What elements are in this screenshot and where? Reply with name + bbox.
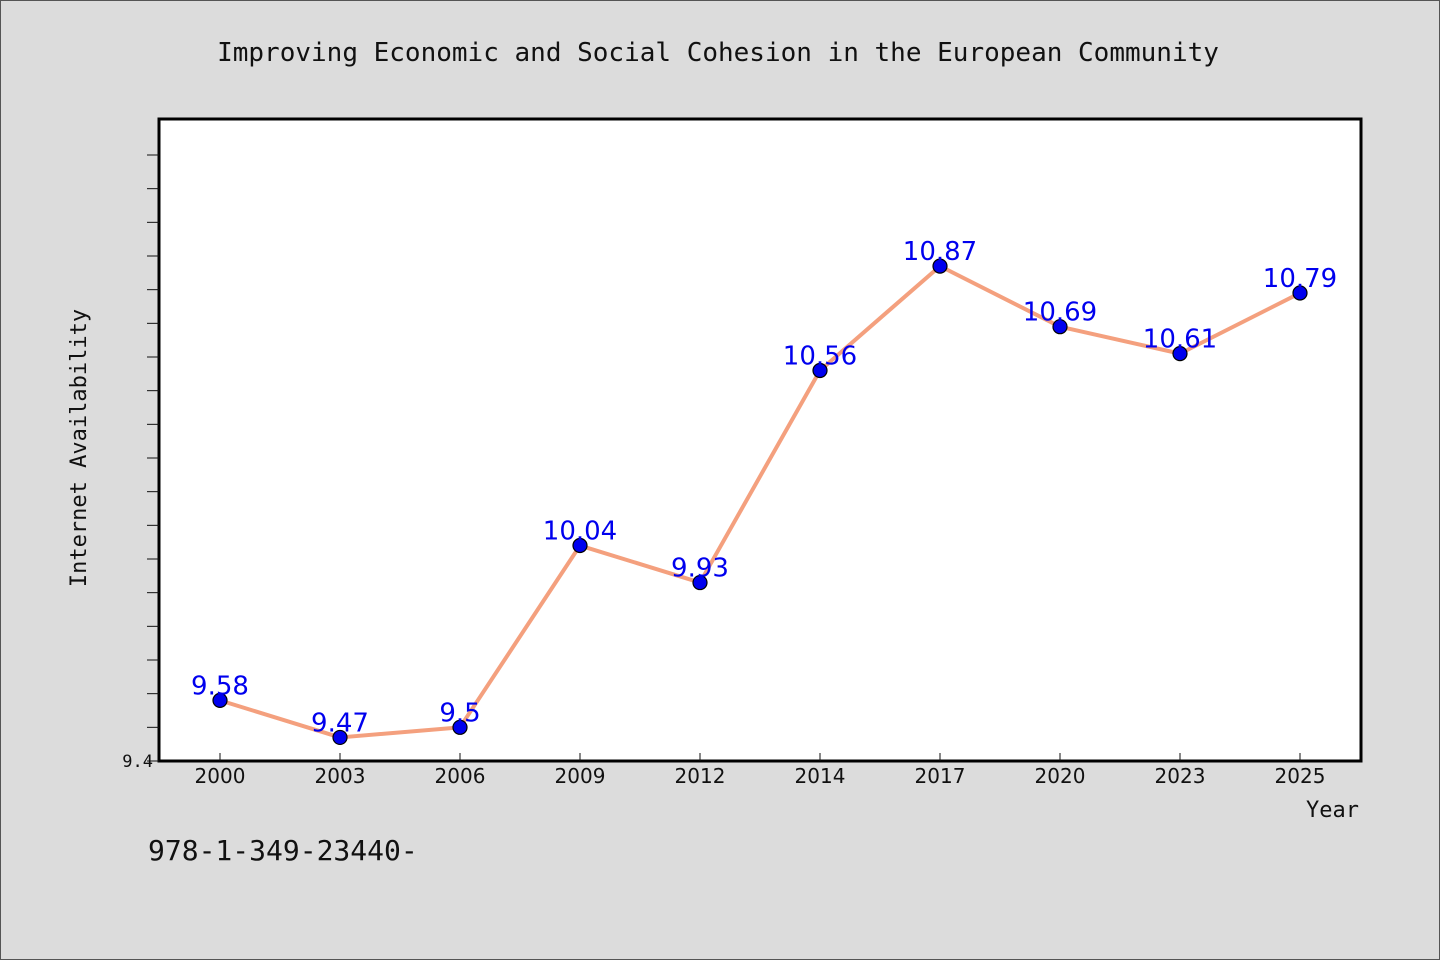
series-markers — [212, 258, 1308, 746]
x-tick-label: 2006 — [435, 764, 486, 788]
data-label: 10.56 — [783, 341, 857, 371]
data-labels: 9.58 9.47 9.5 10.04 9.93 10.56 10.87 10.69 10.61… — [191, 237, 1337, 738]
x-tick-label: 2009 — [555, 764, 606, 788]
data-label: 9.5 — [439, 698, 480, 728]
data-label: 10.61 — [1143, 325, 1217, 355]
data-label: 10.79 — [1263, 264, 1337, 294]
isbn-text: 978-1-349-23440- — [148, 834, 418, 867]
y-axis-label: Internet Availability — [67, 309, 92, 587]
data-point — [932, 258, 948, 274]
data-point — [692, 574, 708, 591]
chart-title: Improving Economic and Social Cohesion i… — [217, 38, 1219, 68]
x-tick-label: 2020 — [1035, 764, 1086, 788]
series-line-group — [219, 264, 1301, 740]
x-axis-label: Year — [1306, 798, 1359, 823]
data-point — [1172, 346, 1188, 362]
x-axis-ticks: 2000 2003 2006 2009 2012 2014 2017 2020 2023 2025 — [195, 753, 1326, 788]
data-point — [332, 729, 348, 746]
data-point — [572, 537, 588, 554]
data-label: 9.58 — [191, 671, 249, 701]
data-point — [452, 719, 468, 735]
x-tick-label: 2014 — [795, 764, 846, 788]
data-label: 9.47 — [311, 708, 369, 738]
data-label: 10.87 — [903, 237, 977, 267]
data-label: 9.93 — [671, 554, 729, 584]
plot-area — [157, 117, 1363, 763]
x-tick-label: 2012 — [675, 764, 726, 788]
x-tick-label: 2023 — [1155, 764, 1206, 788]
data-label: 10.04 — [543, 517, 617, 547]
x-tick-label: 2017 — [915, 764, 966, 788]
y-tick-label: 9.4 — [122, 752, 153, 772]
y-axis-ticks: 9.4 — [122, 154, 159, 772]
data-point — [1052, 319, 1068, 335]
x-tick-label: 2025 — [1275, 764, 1326, 788]
data-label: 10.69 — [1023, 298, 1097, 328]
data-point — [212, 692, 228, 709]
x-tick-label: 2000 — [195, 764, 246, 788]
data-point — [812, 362, 828, 379]
x-tick-label: 2003 — [315, 764, 366, 788]
series-line — [219, 264, 1301, 740]
data-point — [1292, 285, 1308, 301]
